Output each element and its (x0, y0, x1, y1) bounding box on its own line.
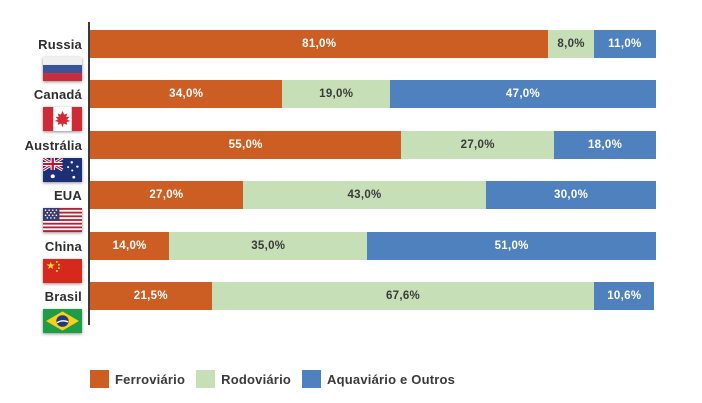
segment-value-label: 30,0% (554, 189, 589, 201)
bar-segment-aquaviario-e-outros: 51,0% (367, 232, 656, 260)
bar-segment-aquaviario-e-outros: 11,0% (593, 30, 656, 58)
bar-segment-aquaviario-e-outros: 47,0% (389, 80, 656, 108)
segment-value-label: 55,0% (228, 139, 263, 151)
legend-label: Aquaviário e Outros (327, 371, 456, 387)
segment-value-label: 51,0% (494, 240, 529, 252)
segment-value-label: 14,0% (112, 240, 147, 252)
country-row: Brasil 21,5% 67,6% 10,6% (0, 282, 656, 333)
category-label-area: Canadá (0, 80, 82, 108)
bar-segment-aquaviario-e-outros: 30,0% (486, 181, 656, 209)
country-label: Austrália (24, 137, 82, 153)
segment-value-label: 47,0% (505, 88, 541, 100)
country-row: China 14,0% 35,0% 51,0% (0, 232, 656, 283)
bar-segment-ferroviario: 81,0% (90, 30, 549, 58)
bar-segment-ferroviario: 55,0% (90, 131, 402, 159)
usa-flag (43, 208, 82, 232)
china-flag (43, 259, 82, 283)
y-axis-line (88, 22, 90, 325)
country-row: EUA 27,0% 43,0% 30,0% (0, 181, 656, 232)
legend-label: Ferroviário (115, 371, 186, 387)
legend-swatch-ferroviario (90, 370, 109, 388)
bar-segment-rodoviario: 43,0% (242, 181, 487, 209)
bar-segment-rodoviario: 8,0% (548, 30, 594, 58)
bar-segment-ferroviario: 27,0% (90, 181, 243, 209)
segment-value-label: 43,0% (347, 189, 382, 201)
segment-value-label: 27,0% (149, 189, 184, 201)
bar-segment-rodoviario: 35,0% (169, 232, 368, 260)
stacked-bar: 27,0% 43,0% 30,0% (90, 181, 656, 209)
legend-item-aquaviario-e-outros: Aquaviário e Outros (302, 370, 455, 388)
category-label-area: EUA (0, 181, 82, 209)
country-label: Brasil (44, 288, 82, 304)
segment-value-label: 67,6% (385, 290, 421, 302)
segment-value-label: 19,0% (319, 88, 354, 100)
bar-segment-rodoviario: 27,0% (401, 131, 555, 159)
bar-segment-ferroviario: 21,5% (90, 282, 212, 310)
legend-label: Rodoviário (221, 371, 292, 387)
segment-value-label: 35,0% (251, 240, 286, 252)
country-row: Canadá 34,0% 19,0% 47,0% (0, 80, 656, 131)
legend: Ferroviário Rodoviário Aquaviário e Outr… (90, 370, 455, 388)
bar-segment-ferroviario: 34,0% (90, 80, 283, 108)
bar-segment-rodoviario: 67,6% (211, 282, 595, 310)
segment-value-label: 27,0% (460, 139, 495, 151)
segment-value-label: 81,0% (302, 38, 337, 50)
bar-segment-aquaviario-e-outros: 18,0% (554, 131, 656, 159)
category-label-area: Austrália (0, 131, 82, 159)
stacked-bar: 34,0% 19,0% 47,0% (90, 80, 656, 108)
segment-value-label: 10,6% (607, 290, 642, 302)
segment-value-label: 34,0% (169, 88, 204, 100)
stacked-bar: 55,0% 27,0% 18,0% (90, 131, 656, 159)
stacked-bar: 14,0% 35,0% 51,0% (90, 232, 656, 260)
bar-segment-rodoviario: 19,0% (282, 80, 390, 108)
category-label-area: Russia (0, 30, 82, 58)
canada-flag (43, 107, 82, 131)
bar-segment-aquaviario-e-outros: 10,6% (594, 282, 655, 310)
bar-segment-ferroviario: 14,0% (90, 232, 170, 260)
russia-flag (43, 57, 82, 81)
segment-value-label: 8,0% (557, 38, 585, 50)
country-label: EUA (53, 187, 82, 203)
segment-value-label: 21,5% (133, 290, 168, 302)
legend-item-rodoviario: Rodoviário (196, 370, 291, 388)
country-row: Russia 81,0% 8,0% 11,0% (0, 30, 656, 81)
country-label: Russia (38, 36, 82, 52)
stacked-bar: 21,5% 67,6% 10,6% (90, 282, 656, 310)
australia-flag (43, 158, 82, 182)
legend-swatch-aquaviario-e-outros (302, 370, 322, 388)
segment-value-label: 18,0% (587, 139, 623, 151)
country-row: Austrália 55,0% 27,0% 18,0% (0, 131, 656, 182)
brazil-flag (43, 309, 82, 333)
category-label-area: China (0, 232, 82, 260)
stacked-bar: 81,0% 8,0% 11,0% (90, 30, 656, 58)
legend-swatch-rodoviario (196, 370, 216, 388)
segment-value-label: 11,0% (608, 38, 642, 50)
country-label: China (44, 238, 82, 254)
category-label-area: Brasil (0, 282, 82, 310)
legend-item-ferroviario: Ferroviário (90, 370, 185, 388)
country-label: Canadá (33, 86, 82, 102)
